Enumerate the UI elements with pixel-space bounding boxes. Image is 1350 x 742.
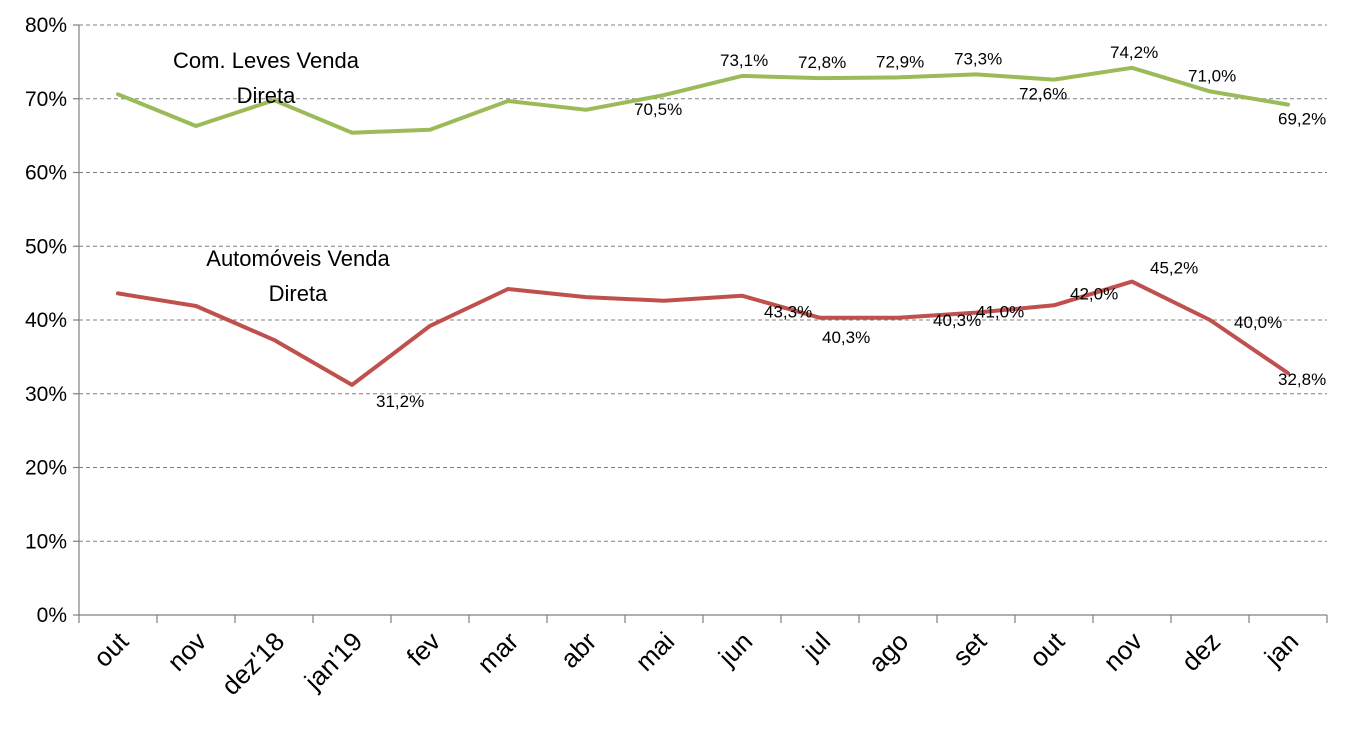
- y-tick-label: 80%: [25, 14, 67, 37]
- x-tick-label: dez'18: [215, 626, 290, 701]
- data-label: 72,8%: [798, 53, 846, 72]
- series-name-label: Com. Leves Venda: [173, 48, 360, 73]
- data-label: 73,3%: [954, 49, 1002, 68]
- x-tick-label: abr: [554, 626, 602, 674]
- data-label: 40,3%: [822, 328, 870, 347]
- y-tick-label: 40%: [25, 309, 67, 332]
- x-tick-label: nov: [161, 626, 212, 677]
- data-label: 42,0%: [1070, 284, 1118, 303]
- data-label: 69,2%: [1278, 110, 1326, 129]
- x-tick-label: fev: [401, 626, 447, 672]
- y-tick-label: 50%: [25, 235, 67, 258]
- data-label: 70,5%: [634, 100, 682, 119]
- x-tick-label: nov: [1097, 626, 1148, 677]
- y-tick-label: 30%: [25, 383, 67, 406]
- x-tick-label: mar: [471, 626, 524, 679]
- x-tick-label: jan'19: [298, 626, 368, 696]
- series-line-0: [116, 65, 1290, 135]
- x-tick-label: jan: [1258, 626, 1304, 672]
- gridlines: [79, 24, 1327, 542]
- series-name-label: Automóveis Venda: [206, 246, 390, 271]
- data-label: 45,2%: [1150, 259, 1198, 278]
- series-name-label: Direta: [269, 281, 328, 306]
- y-tick-label: 0%: [37, 604, 67, 627]
- data-label: 71,0%: [1188, 66, 1236, 85]
- data-label: 72,9%: [876, 52, 924, 71]
- y-tick-label: 60%: [25, 162, 67, 185]
- x-tick-label: ago: [862, 626, 914, 678]
- x-tick-label: dez: [1175, 626, 1226, 677]
- series-name-label: Direta: [237, 83, 296, 108]
- data-label: 32,8%: [1278, 370, 1326, 389]
- x-tick-label: jul: [796, 626, 836, 666]
- x-tick-label: jun: [712, 626, 758, 672]
- data-labels: 70,5% 73,1% 72,8% 72,9% 73,3% 72,6% 74,2% 71,0%…: [376, 43, 1326, 411]
- data-label: 31,2%: [376, 392, 424, 411]
- series-lines: [116, 65, 1290, 387]
- data-label: 72,6%: [1019, 85, 1067, 104]
- series-names: Com. Leves Venda Direta Automóveis Venda Di…: [173, 48, 390, 306]
- data-label: 40,3%: [933, 311, 981, 330]
- y-tick-label: 20%: [25, 457, 67, 480]
- data-label: 73,1%: [720, 51, 768, 70]
- data-label: 43,3%: [764, 303, 812, 322]
- x-tick-label: mai: [629, 626, 680, 677]
- y-tick-label: 10%: [25, 530, 67, 553]
- y-tick-label: 70%: [25, 88, 67, 111]
- data-label: 74,2%: [1110, 43, 1158, 62]
- series-line-1: [116, 279, 1290, 387]
- x-tick-label: out: [87, 625, 134, 672]
- data-label: 41,0%: [976, 303, 1024, 322]
- data-label: 40,0%: [1234, 313, 1282, 332]
- x-tick-label: out: [1023, 625, 1070, 672]
- x-tick-label: set: [947, 625, 993, 671]
